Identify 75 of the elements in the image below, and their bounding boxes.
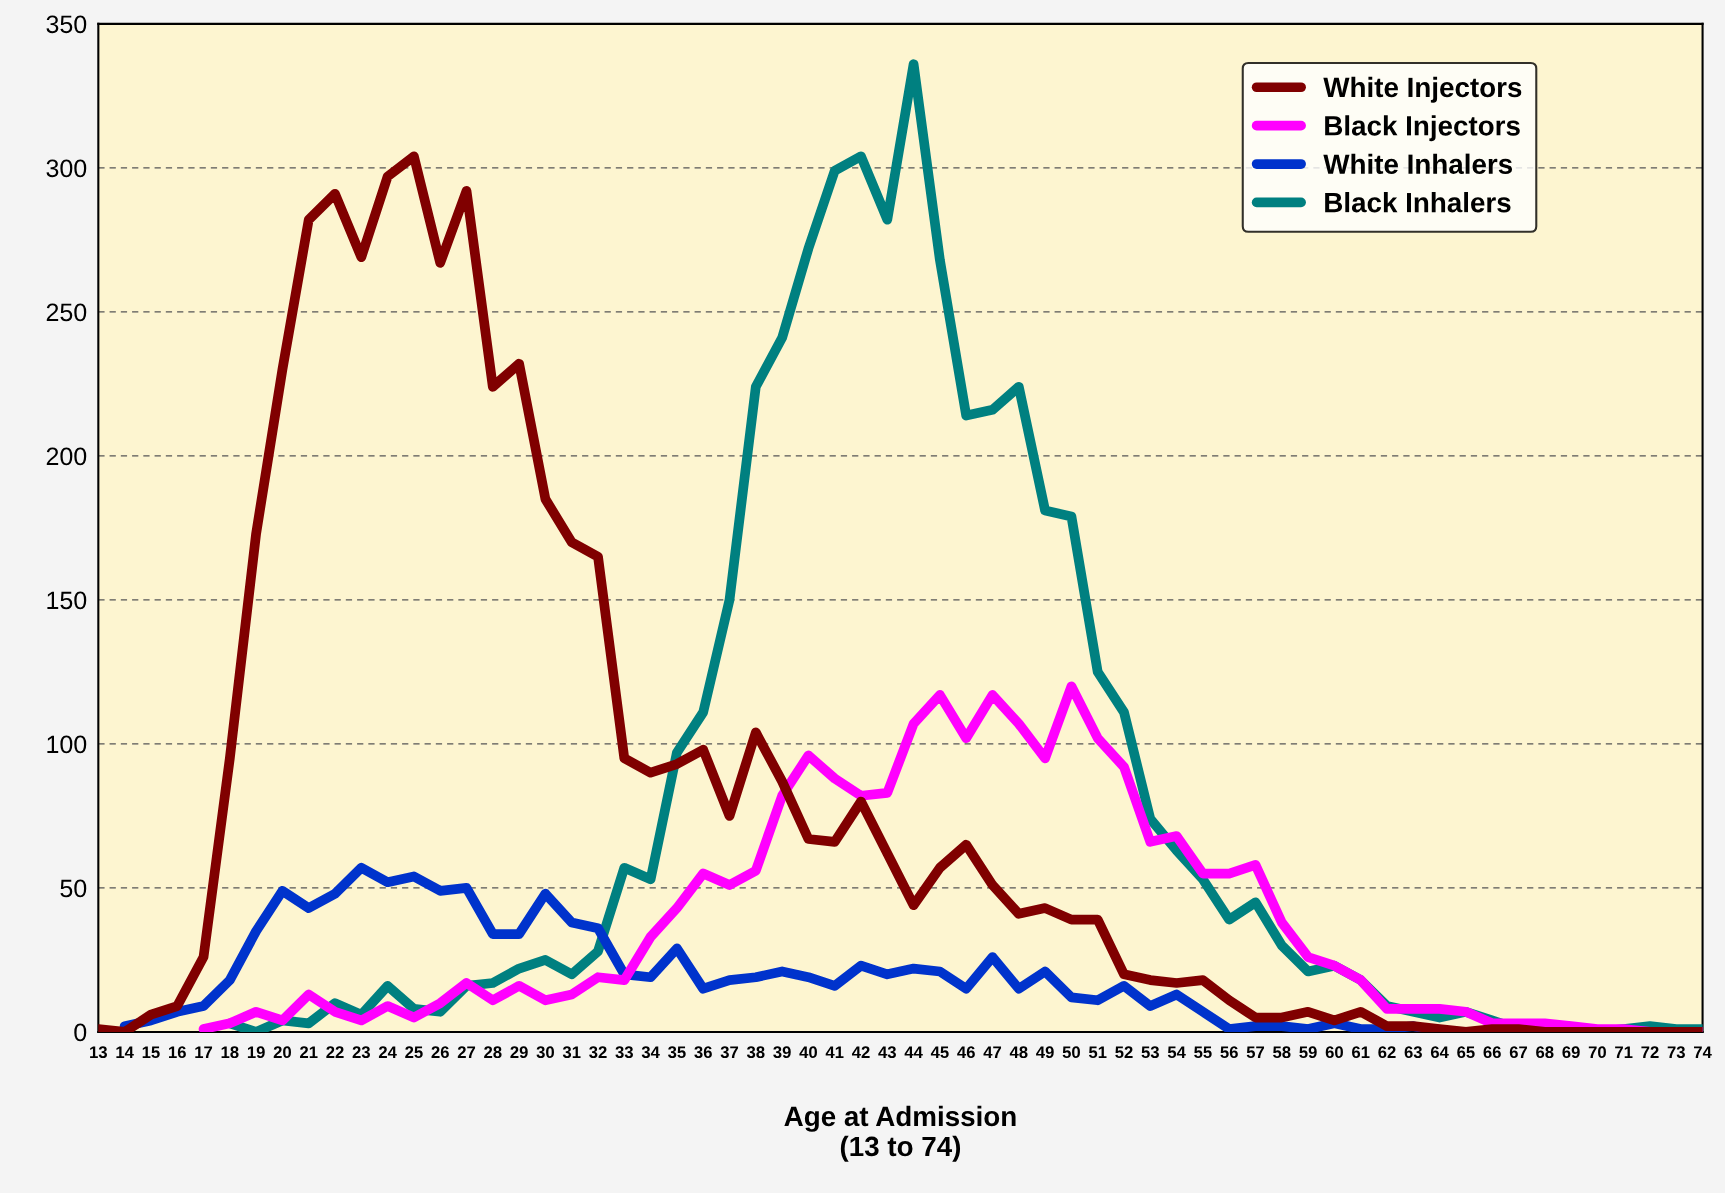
x-tick-label: 56: [1220, 1046, 1238, 1059]
x-tick-label: 66: [1483, 1046, 1501, 1059]
x-tick-label: 61: [1352, 1046, 1370, 1059]
x-tick-label: 46: [957, 1046, 975, 1059]
x-tick-label: 36: [694, 1046, 712, 1059]
x-tick-label: 68: [1536, 1046, 1554, 1059]
y-tick-label: 350: [46, 15, 87, 34]
x-tick-label: 69: [1562, 1046, 1580, 1059]
x-tick-label: 19: [247, 1046, 265, 1059]
x-tick-label: 67: [1509, 1046, 1528, 1059]
x-tick-label: 13: [90, 1046, 107, 1059]
x-tick-label: 48: [1009, 1046, 1028, 1059]
x-tick-label: 55: [1194, 1046, 1212, 1059]
x-tick-label: 70: [1588, 1046, 1606, 1059]
x-tick-label: 22: [326, 1046, 344, 1058]
y-tick-label: 150: [47, 591, 87, 610]
x-tick-label: 20: [273, 1046, 292, 1059]
x-tick-label: 57: [1246, 1046, 1265, 1059]
y-tick-label: 0: [74, 1023, 87, 1042]
x-tick-label: 51: [1088, 1046, 1107, 1059]
y-tick-label: 100: [47, 735, 87, 754]
x-tick-label: 15: [142, 1046, 160, 1059]
x-tick-label: 71: [1615, 1046, 1633, 1058]
x-tick-label: 52: [1115, 1046, 1133, 1059]
x-tick-label: 42: [851, 1046, 870, 1058]
x-tick-label: 53: [1141, 1046, 1159, 1059]
x-tick-label: 54: [1167, 1046, 1186, 1059]
x-tick-label: 58: [1273, 1046, 1291, 1059]
x-tick-label: 44: [904, 1046, 923, 1058]
x-tick-label: 26: [431, 1046, 449, 1059]
x-tick-label: 73: [1667, 1046, 1685, 1059]
x-tick-label: 14: [116, 1046, 134, 1058]
legend-label: White Injectors: [1323, 76, 1522, 103]
legend-label: White Inhalers: [1323, 153, 1513, 175]
legend-label: Black Injectors: [1325, 115, 1520, 142]
x-tick-label: 41: [825, 1046, 844, 1058]
x-tick-label: 59: [1299, 1046, 1317, 1059]
x-tick-label: 28: [484, 1046, 502, 1059]
x-tick-label: 72: [1641, 1046, 1659, 1058]
x-tick-label: 17: [195, 1046, 213, 1058]
x-tick-label: 38: [746, 1046, 765, 1059]
x-tick-label: 40: [799, 1046, 817, 1059]
x-tick-label: 33: [615, 1046, 633, 1059]
x-tick-label: 47: [983, 1046, 1002, 1058]
x-tick-label: 37: [720, 1046, 739, 1059]
legend-label: Black Inhalers: [1325, 192, 1511, 213]
y-tick-label: 200: [46, 447, 87, 466]
x-tick-label: 18: [221, 1046, 239, 1059]
x-tick-label: 49: [1036, 1046, 1054, 1059]
x-axis-title: Age at Admission (13 to 74): [784, 1105, 1016, 1162]
y-tick-label: 50: [60, 879, 87, 898]
x-tick-label: 62: [1378, 1046, 1396, 1059]
x-tick-label: 21: [300, 1046, 318, 1058]
x-tick-label: 63: [1404, 1046, 1422, 1059]
x-tick-label: 39: [773, 1046, 791, 1059]
x-tick-label: 65: [1457, 1046, 1475, 1059]
y-tick-label: 300: [46, 159, 87, 178]
x-tick-label: 43: [878, 1046, 896, 1059]
x-tick-label: 16: [169, 1046, 186, 1059]
x-tick-label: 23: [352, 1046, 370, 1059]
x-tick-label: 74: [1694, 1046, 1712, 1058]
x-tick-label: 50: [1062, 1046, 1080, 1059]
x-tick-label: 34: [641, 1046, 660, 1059]
x-tick-label: 24: [378, 1046, 397, 1058]
x-tick-label: 60: [1325, 1046, 1343, 1059]
x-tick-label: 31: [562, 1046, 581, 1059]
x-tick-label: 32: [589, 1046, 607, 1059]
y-tick-label: 250: [46, 303, 87, 322]
x-tick-label: 30: [536, 1046, 554, 1059]
x-tick-label: 45: [930, 1046, 949, 1059]
x-tick-label: 25: [405, 1046, 423, 1059]
x-tick-label: 64: [1430, 1046, 1449, 1059]
x-tick-label: 27: [457, 1046, 476, 1058]
x-tick-label: 35: [668, 1046, 686, 1059]
x-tick-label: 29: [510, 1046, 528, 1059]
